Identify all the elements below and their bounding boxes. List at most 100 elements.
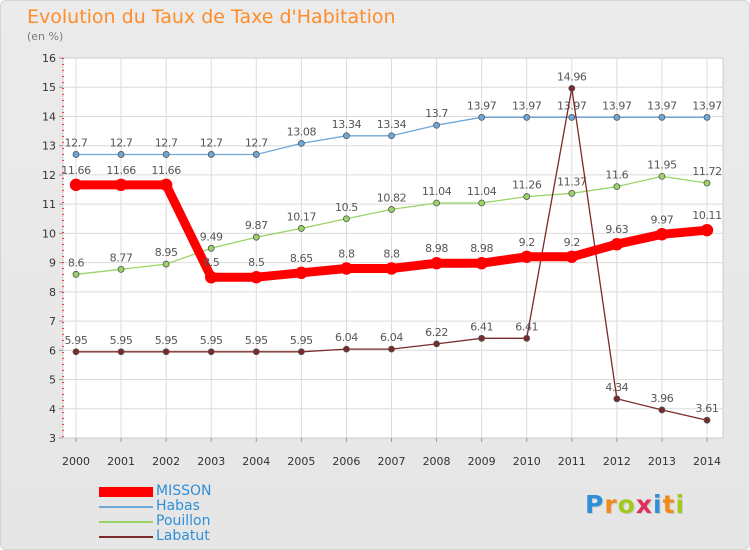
data-point bbox=[475, 257, 488, 270]
y-tick-label: 16 bbox=[42, 52, 56, 65]
data-point bbox=[295, 266, 308, 280]
y-tick-label: 13 bbox=[42, 140, 56, 153]
x-tick-label: 2001 bbox=[107, 455, 135, 468]
data-point bbox=[568, 113, 576, 121]
data-label: 5.95 bbox=[245, 334, 268, 347]
data-point bbox=[658, 172, 666, 180]
data-point bbox=[433, 199, 440, 207]
data-point bbox=[162, 151, 170, 158]
logo-letter: x bbox=[635, 490, 653, 519]
data-point bbox=[343, 132, 350, 140]
y-tick-label: 4 bbox=[49, 403, 56, 416]
data-point bbox=[658, 406, 666, 414]
data-point bbox=[658, 113, 666, 121]
legend-swatch bbox=[99, 536, 153, 538]
chart-title: Evolution du Taux de Taxe d'Habitation bbox=[27, 6, 396, 28]
data-label: 8.5 bbox=[248, 256, 265, 269]
data-point bbox=[117, 265, 125, 273]
data-point bbox=[478, 113, 486, 121]
logo-letter: o bbox=[617, 490, 636, 519]
data-label: 11.04 bbox=[422, 185, 452, 198]
data-label: 9.87 bbox=[245, 219, 268, 232]
legend-swatch bbox=[99, 487, 153, 497]
data-label: 11.6 bbox=[605, 169, 628, 182]
data-point bbox=[568, 189, 576, 197]
x-tick-label: 2014 bbox=[693, 455, 721, 468]
data-label: 12.7 bbox=[155, 136, 178, 149]
y-tick-label: 14 bbox=[42, 110, 56, 123]
data-point bbox=[162, 348, 170, 356]
data-point bbox=[207, 348, 215, 356]
data-point bbox=[523, 113, 531, 121]
data-label: 11.04 bbox=[467, 185, 497, 198]
data-label: 11.37 bbox=[557, 175, 587, 188]
data-point bbox=[388, 132, 395, 140]
data-point bbox=[117, 348, 125, 356]
data-label: 8.77 bbox=[110, 251, 133, 264]
data-point bbox=[385, 262, 398, 275]
y-tick-label: 9 bbox=[49, 257, 56, 270]
y-tick-label: 8 bbox=[49, 286, 56, 299]
series-misson: 11.66 11.66 11.66 8.5 8.5 8.65 8.8 8.8 8.98 8.98 9… bbox=[61, 164, 722, 284]
data-label: 11.66 bbox=[106, 164, 136, 177]
logo-letter: i bbox=[653, 490, 663, 519]
x-tick-label: 2003 bbox=[197, 455, 225, 468]
x-tick-label: 2011 bbox=[558, 455, 586, 468]
data-label: 8.98 bbox=[425, 242, 448, 255]
x-tick-label: 2007 bbox=[378, 455, 406, 468]
data-label: 13.97 bbox=[647, 99, 677, 112]
data-label: 13.97 bbox=[692, 99, 722, 112]
data-label: 9.2 bbox=[564, 236, 580, 249]
data-point bbox=[343, 345, 350, 353]
data-label: 10.11 bbox=[692, 209, 722, 222]
data-point bbox=[703, 179, 711, 187]
data-label: 8.8 bbox=[338, 247, 355, 260]
data-point bbox=[520, 250, 533, 263]
data-label: 12.7 bbox=[200, 136, 223, 149]
data-point bbox=[297, 139, 305, 147]
data-label: 10.82 bbox=[377, 191, 407, 204]
legend-swatch bbox=[99, 506, 153, 508]
data-label: 5.95 bbox=[65, 334, 88, 347]
data-label: 11.26 bbox=[512, 179, 542, 192]
data-label: 6.41 bbox=[470, 320, 493, 333]
data-point bbox=[523, 193, 531, 200]
data-point bbox=[252, 348, 260, 356]
data-label: 10.5 bbox=[335, 201, 358, 214]
data-label: 13.97 bbox=[602, 99, 632, 112]
y-tick-label: 6 bbox=[49, 344, 56, 357]
data-label: 9.97 bbox=[650, 213, 673, 226]
data-point bbox=[613, 395, 621, 403]
data-point bbox=[613, 113, 621, 121]
data-label: 11.95 bbox=[647, 158, 677, 171]
data-point bbox=[610, 238, 624, 251]
x-tick-label: 2005 bbox=[287, 455, 315, 468]
data-label: 8.8 bbox=[383, 247, 400, 260]
data-point bbox=[207, 151, 215, 158]
data-label: 5.95 bbox=[290, 334, 313, 347]
y-tick-label: 7 bbox=[49, 315, 56, 328]
data-label: 6.41 bbox=[515, 320, 538, 333]
logo-letter: P bbox=[585, 490, 605, 519]
data-label: 8.98 bbox=[470, 242, 493, 255]
data-label: 9.2 bbox=[519, 236, 535, 249]
data-label: 4.34 bbox=[605, 381, 628, 394]
data-label: 6.22 bbox=[425, 326, 448, 339]
x-tick-label: 2010 bbox=[513, 455, 541, 468]
legend-label: MISSON bbox=[156, 483, 212, 499]
data-label: 6.04 bbox=[335, 331, 358, 344]
data-point bbox=[207, 244, 215, 252]
proxiti-logo: Proxiti bbox=[585, 490, 685, 519]
data-label: 13.97 bbox=[467, 99, 497, 112]
x-tick-label: 2004 bbox=[242, 455, 270, 468]
data-point bbox=[159, 178, 173, 192]
legend-label: Habas bbox=[156, 498, 200, 514]
data-point bbox=[655, 228, 669, 241]
data-point bbox=[523, 334, 531, 342]
logo-letter: t bbox=[662, 490, 676, 519]
data-label: 6.04 bbox=[380, 331, 403, 344]
data-label: 10.17 bbox=[287, 210, 317, 223]
chart-unit: (en %) bbox=[27, 30, 64, 43]
data-label: 5.95 bbox=[110, 334, 133, 347]
